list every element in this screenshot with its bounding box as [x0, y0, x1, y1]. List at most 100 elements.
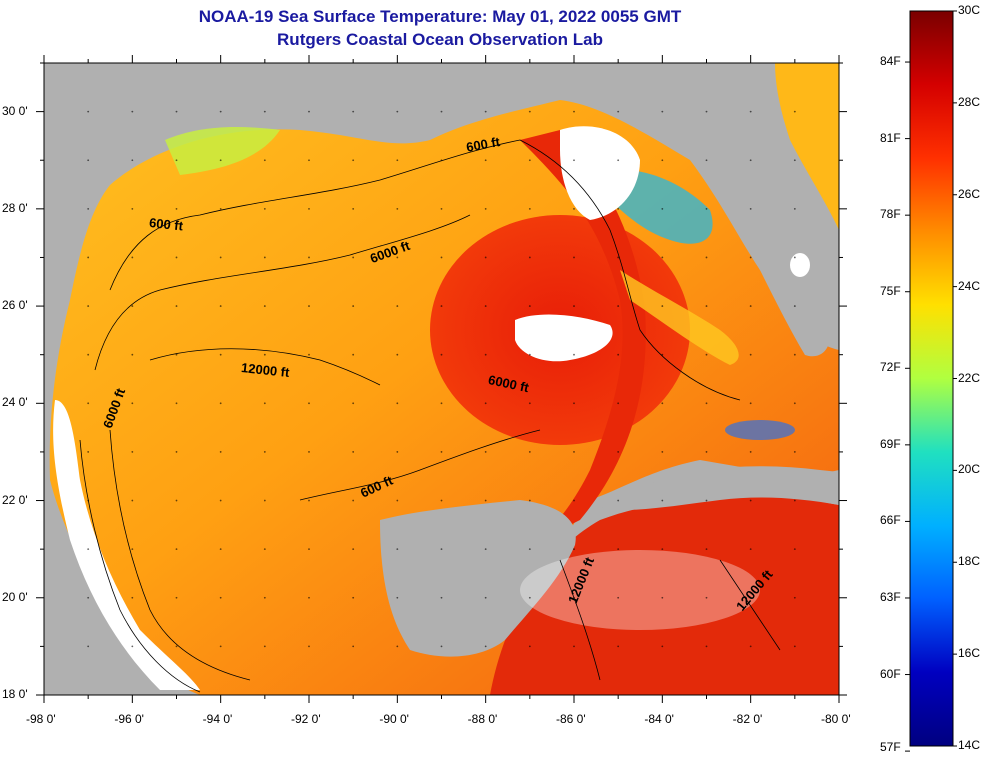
graticule-dot [263, 256, 266, 259]
graticule-dot [87, 548, 90, 551]
colorbar-celsius-label: 16C [958, 646, 981, 661]
graticule-dot [219, 305, 222, 307]
lon-label: -96 0' [114, 712, 144, 726]
graticule-dot [263, 596, 266, 599]
graticule-dot [749, 402, 752, 405]
graticule-dot [705, 596, 708, 599]
graticule-dot [131, 499, 134, 502]
graticule-dot [263, 548, 266, 551]
graticule-dot [440, 159, 443, 162]
graticule-dot [352, 110, 355, 113]
graticule-dot [793, 548, 796, 551]
graticule-dot [440, 353, 443, 356]
graticule-dot [705, 305, 708, 307]
lon-label: -90 0' [379, 712, 409, 726]
graticule-dot [573, 499, 575, 502]
graticule-dot [793, 645, 796, 648]
graticule-dot [661, 110, 664, 113]
lon-label: -92 0' [291, 712, 321, 726]
colorbar-fahrenheit-label: 75F [880, 283, 901, 298]
graticule-dot [661, 353, 664, 356]
graticule-dot [749, 548, 752, 551]
graticule-dot [528, 159, 531, 162]
lon-label: -82 0' [732, 712, 763, 726]
graticule-dot [396, 305, 399, 307]
lat-label: 24 0' [2, 395, 28, 410]
graticule-dot [661, 305, 664, 307]
graticule-dot [573, 256, 575, 259]
graticule-dot [263, 451, 266, 453]
graticule-dot [352, 548, 355, 551]
graticule-dot [440, 499, 443, 502]
graticule-dot [617, 207, 620, 210]
graticule-dot [793, 207, 796, 210]
graticule-dot [749, 305, 752, 307]
graticule-dot [87, 110, 90, 113]
graticule-dot [573, 207, 575, 210]
graticule-dot [263, 499, 266, 502]
graticule-dot [175, 548, 178, 551]
colorbar-celsius-label: 28C [958, 94, 981, 109]
colorbar-fahrenheit-label: 63F [880, 589, 901, 604]
colorbar-ticks [905, 10, 957, 752]
graticule-dot [528, 305, 531, 307]
graticule-dot [749, 207, 752, 210]
lon-label: -98 0' [26, 712, 56, 726]
graticule-dot [573, 451, 575, 453]
graticule-dot [661, 207, 664, 210]
graticule-dot [308, 353, 310, 356]
graticule-dot [617, 353, 620, 356]
lon-label: -94 0' [202, 712, 233, 726]
lat-label: 20 0' [2, 589, 28, 604]
graticule-dot [528, 451, 531, 453]
graticule-dot [131, 159, 134, 162]
graticule-dot [617, 110, 620, 113]
graticule-dot [308, 645, 310, 648]
graticule-dot [219, 256, 222, 259]
graticule-dot [484, 305, 487, 307]
graticule-dot [219, 207, 222, 210]
graticule-dot [617, 402, 620, 405]
axis-ticks [36, 55, 847, 703]
colorbar-celsius-label: 20C [958, 462, 981, 477]
graticule-dot [617, 596, 620, 599]
graticule-dot [573, 353, 575, 356]
graticule-dot [263, 645, 266, 648]
graticule-dot [440, 596, 443, 599]
colorbar-fahrenheit-label: 84F [880, 54, 901, 69]
graticule-dot [617, 451, 620, 453]
graticule-dot [440, 207, 443, 210]
graticule-dot [308, 499, 310, 502]
graticule-dot [484, 451, 487, 453]
graticule-dot [352, 402, 355, 405]
graticule-dot [528, 402, 531, 405]
graticule-dot [352, 645, 355, 648]
graticule-dot [352, 207, 355, 210]
lat-label: 28 0' [2, 200, 28, 215]
graticule-dot [484, 256, 487, 259]
colorbar-fahrenheit-label: 69F [880, 436, 901, 451]
graticule-dot [705, 353, 708, 356]
graticule-dot [440, 451, 443, 453]
lon-label: -86 0' [556, 712, 586, 726]
graticule-dot [661, 402, 664, 405]
graticule-dot [396, 548, 399, 551]
graticule-dot [219, 110, 222, 113]
lat-label: 22 0' [2, 492, 28, 507]
graticule-dot [396, 596, 399, 599]
graticule-dot [396, 402, 399, 405]
graticule-dot [352, 353, 355, 356]
graticule-dot [793, 596, 796, 599]
graticule-dot [661, 596, 664, 599]
graticule-dot [749, 353, 752, 356]
graticule-dot [308, 451, 310, 453]
graticule-dot [617, 499, 620, 502]
graticule-dot [705, 110, 708, 113]
graticule-dot [528, 256, 531, 259]
contour-6000ft-west [109, 429, 251, 681]
graticule-dot [617, 645, 620, 648]
graticule-dot [617, 548, 620, 551]
colorbar-celsius-label: 30C [958, 3, 981, 17]
graticule-dot [87, 451, 90, 453]
graticule-dot [131, 256, 134, 259]
